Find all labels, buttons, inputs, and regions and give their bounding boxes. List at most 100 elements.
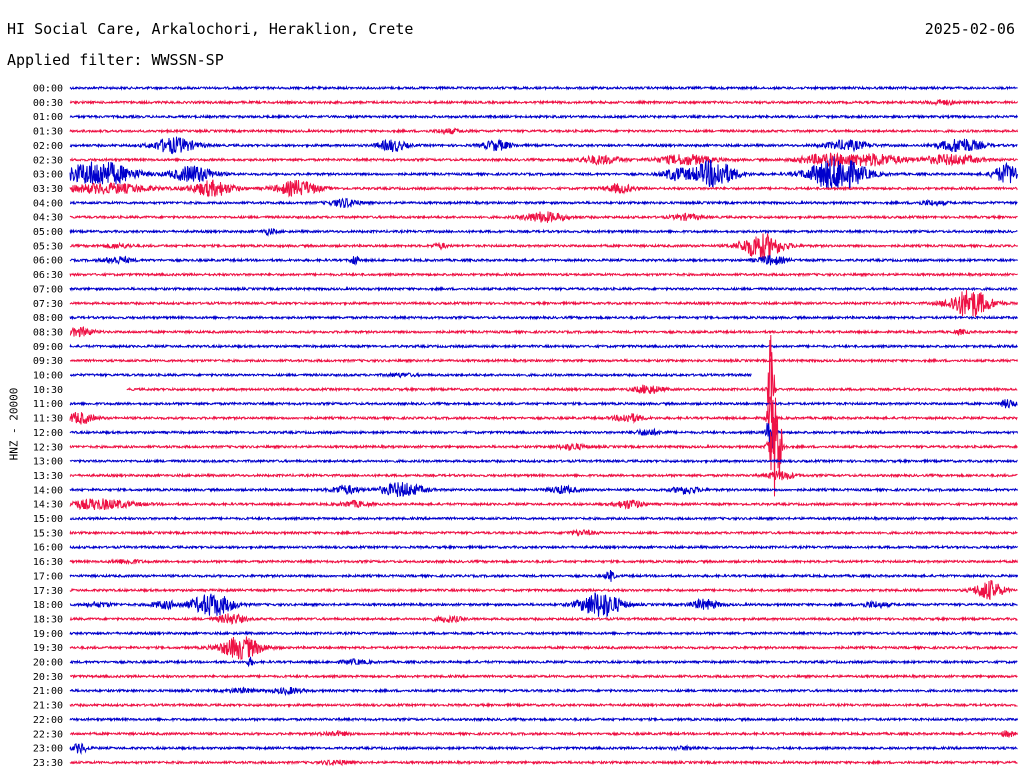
time-tick-label: 02:00	[33, 141, 63, 152]
time-tick-label: 11:00	[33, 399, 63, 410]
time-tick-label: 07:00	[33, 284, 63, 295]
trace-row	[69, 314, 1018, 321]
trace-row	[69, 730, 1018, 738]
time-tick-label: 05:30	[33, 241, 63, 252]
trace-row	[69, 417, 1018, 451]
trace-row	[69, 113, 1018, 120]
trace-row	[69, 558, 1018, 566]
trace-row	[69, 458, 1018, 465]
trace-row	[69, 528, 1018, 537]
time-tick-label: 23:00	[33, 744, 63, 755]
time-tick-label: 04:30	[33, 213, 63, 224]
trace-row	[69, 285, 1018, 292]
time-tick-label: 20:30	[33, 672, 63, 683]
time-tick-label: 17:00	[33, 571, 63, 582]
trace-row	[69, 580, 1018, 601]
trace-row	[69, 326, 1018, 338]
time-tick-label: 19:00	[33, 629, 63, 640]
time-tick-label: 09:00	[33, 342, 63, 353]
time-tick-label: 01:00	[33, 112, 63, 123]
time-tick-label: 22:00	[33, 715, 63, 726]
time-tick-label: 12:00	[33, 428, 63, 439]
time-tick-label: 23:30	[33, 758, 63, 769]
time-tick-label: 00:00	[33, 84, 63, 95]
time-tick-label: 22:30	[33, 729, 63, 740]
trace-row	[69, 99, 1018, 107]
time-tick-label: 08:00	[33, 313, 63, 324]
time-tick-label: 17:30	[33, 586, 63, 597]
trace-row	[69, 399, 1018, 409]
trace-row	[69, 397, 1018, 497]
time-tick-label: 07:30	[33, 299, 63, 310]
trace-row	[69, 482, 1018, 497]
time-tick-label: 02:30	[33, 155, 63, 166]
time-tick-label: 09:30	[33, 356, 63, 367]
trace-row	[69, 469, 1018, 481]
trace-row	[69, 569, 1018, 582]
trace-row	[69, 636, 1018, 660]
trace-row	[69, 84, 1018, 92]
trace-row	[69, 592, 1018, 618]
trace-row	[69, 613, 1018, 625]
trace-row	[69, 716, 1018, 723]
trace-row	[69, 228, 1018, 237]
trace-row	[69, 197, 1018, 209]
trace-row	[126, 335, 1018, 412]
trace-row	[69, 233, 1018, 260]
time-tick-label: 15:30	[33, 528, 63, 539]
trace-row	[69, 742, 1018, 755]
time-tick-label: 14:00	[33, 485, 63, 496]
trace-row	[69, 515, 1018, 522]
station-title: HI Social Care, Arkalochori, Heraklion, …	[7, 20, 414, 38]
time-tick-label: 03:30	[33, 184, 63, 195]
trace-row	[69, 127, 1018, 136]
trace-row	[69, 759, 1018, 767]
time-tick-label: 13:00	[33, 457, 63, 468]
time-tick-label: 04:00	[33, 198, 63, 209]
time-tick-label: 08:30	[33, 327, 63, 338]
time-tick-label: 10:00	[33, 371, 63, 382]
trace-row	[69, 357, 1018, 364]
trace-row	[69, 371, 752, 379]
trace-row	[69, 289, 1018, 317]
time-tick-label: 01:30	[33, 127, 63, 138]
trace-row	[69, 395, 1018, 432]
time-tick-label: 12:30	[33, 442, 63, 453]
trace-row	[69, 656, 1018, 668]
time-tick-label: 06:00	[33, 256, 63, 267]
trace-row	[69, 673, 1018, 680]
time-tick-label: 18:00	[33, 600, 63, 611]
time-tick-label: 14:30	[33, 500, 63, 511]
time-tick-label: 03:00	[33, 170, 63, 181]
time-tick-label: 13:30	[33, 471, 63, 482]
time-tick-label: 19:30	[33, 643, 63, 654]
time-tick-label: 11:30	[33, 414, 63, 425]
trace-row	[69, 686, 1018, 697]
trace-row	[69, 179, 1018, 198]
time-tick-label: 16:00	[33, 543, 63, 554]
time-tick-label: 05:00	[33, 227, 63, 238]
trace-row	[69, 630, 1018, 637]
time-tick-label: 06:30	[33, 270, 63, 281]
date-label: 2025-02-06	[924, 20, 1015, 38]
time-tick-label: 15:00	[33, 514, 63, 525]
time-tick-label: 21:30	[33, 701, 63, 712]
trace-row	[69, 156, 1018, 190]
trace-row	[69, 702, 1018, 709]
trace-row	[69, 343, 1018, 350]
trace-row	[69, 151, 1018, 168]
filter-label: Applied filter: WWSSN-SP	[7, 51, 224, 69]
time-tick-label: 16:30	[33, 557, 63, 568]
time-tick-label: 20:00	[33, 658, 63, 669]
time-tick-label: 21:00	[33, 686, 63, 697]
trace-row	[69, 255, 1018, 266]
time-tick-label: 18:30	[33, 614, 63, 625]
time-tick-label: 10:30	[33, 385, 63, 396]
trace-row	[69, 136, 1018, 155]
trace-row	[69, 544, 1018, 551]
trace-row	[69, 211, 1018, 223]
time-tick-label: 00:30	[33, 98, 63, 109]
trace-row	[69, 271, 1018, 278]
trace-row	[69, 498, 1018, 511]
